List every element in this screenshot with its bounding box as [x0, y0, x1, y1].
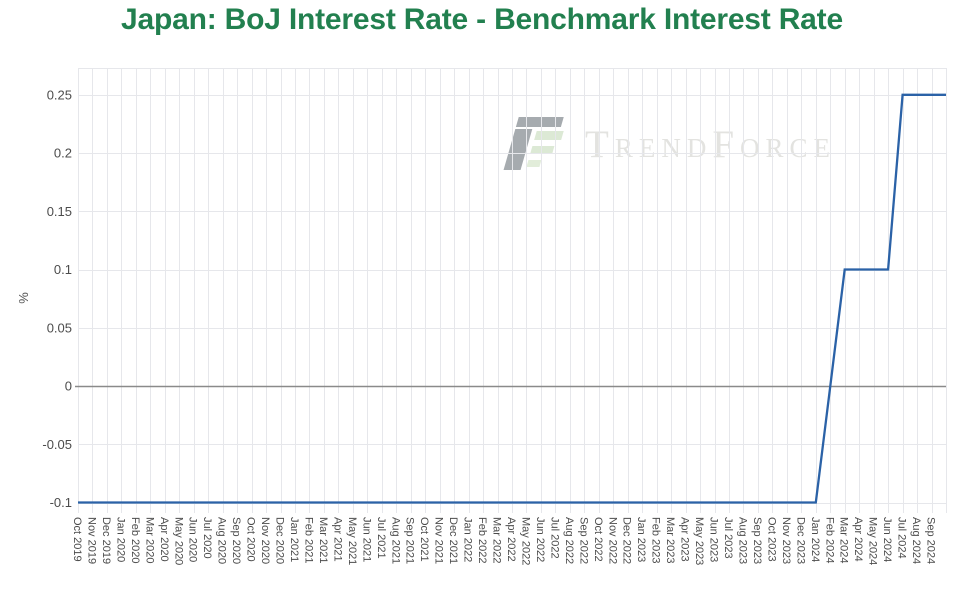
x-tick-label: Jul 2020: [201, 517, 213, 559]
x-tick-label: May 2022: [520, 517, 532, 565]
x-tick-label: Sep 2020: [230, 517, 242, 564]
x-tick-label: Dec 2020: [274, 517, 286, 564]
x-tick-label: Jan 2024: [809, 517, 821, 562]
x-tick-label: Dec 2019: [100, 517, 112, 564]
watermark-orce: ORCE: [740, 132, 837, 163]
x-tick-label: Nov 2023: [780, 517, 792, 564]
watermark-letter-f: F: [712, 122, 741, 166]
x-tick-label: Jul 2021: [375, 517, 387, 559]
x-tick-label: Jan 2023: [635, 517, 647, 562]
x-tick-label: Jan 2020: [114, 517, 126, 562]
x-tick-label: Feb 2024: [823, 517, 835, 563]
chart-title: Japan: BoJ Interest Rate - Benchmark Int…: [121, 3, 843, 36]
x-tick-label: Aug 2022: [563, 517, 575, 564]
x-tick-label: Nov 2021: [433, 517, 445, 564]
x-tick-label: Apr 2022: [505, 517, 517, 562]
x-tick-label: Jul 2024: [896, 517, 908, 559]
x-tick-label: Oct 2021: [418, 517, 430, 562]
y-tick-label: 0.1: [54, 262, 72, 277]
x-tick-label: Feb 2022: [476, 517, 488, 563]
x-tick-label: Dec 2023: [794, 517, 806, 564]
x-tick-label: Feb 2021: [303, 517, 315, 563]
x-tick-label: Sep 2021: [404, 517, 416, 564]
y-tick-label: -0.05: [42, 437, 72, 452]
y-tick-label: 0: [65, 379, 72, 394]
x-tick-label: Apr 2024: [852, 517, 864, 562]
y-tick-label: 0.15: [47, 204, 72, 219]
x-tick-label: Oct 2019: [71, 517, 83, 562]
x-tick-label: Jun 2022: [534, 517, 546, 562]
y-tick-label: 0.25: [47, 87, 72, 102]
x-tick-label: Jun 2021: [360, 517, 372, 562]
x-tick-label: Jun 2020: [187, 517, 199, 562]
x-tick-label: May 2020: [172, 517, 184, 565]
x-tick-label: Jul 2022: [548, 517, 560, 559]
x-tick-label: Mar 2021: [317, 517, 329, 563]
x-tick-label: Sep 2022: [577, 517, 589, 564]
x-tick-label: Apr 2020: [158, 517, 170, 562]
x-tick-label: Apr 2023: [679, 517, 691, 562]
y-tick-label: 0.2: [54, 146, 72, 161]
watermark-letter-t: T: [585, 122, 615, 166]
x-tick-label: Nov 2019: [86, 517, 98, 564]
watermark-text: TRENDFORCE: [585, 122, 836, 167]
x-tick-label: Mar 2024: [838, 517, 850, 563]
x-tick-label: Nov 2020: [259, 517, 271, 564]
vertical-gridlines: [78, 68, 947, 513]
y-axis-title: %: [16, 292, 31, 304]
interest-rate-series-line: [78, 93, 946, 504]
x-tick-label: Oct 2022: [592, 517, 604, 562]
x-tick-label: Oct 2023: [765, 517, 777, 562]
x-tick-label: Jul 2023: [722, 517, 734, 559]
x-tick-label: Sep 2024: [925, 517, 937, 564]
x-tick-label: Apr 2021: [331, 517, 343, 562]
x-tick-label: Oct 2020: [245, 517, 257, 562]
watermark-rend: REND: [614, 132, 713, 163]
x-tick-label: Feb 2023: [650, 517, 662, 563]
x-tick-label: Aug 2021: [389, 517, 401, 564]
x-tick-label: Jan 2022: [462, 517, 474, 562]
trendforce-watermark: TRENDFORCE: [503, 112, 836, 176]
x-tick-label: Jun 2024: [881, 517, 893, 562]
y-tick-label: -0.1: [50, 495, 72, 510]
x-tick-label: Nov 2022: [606, 517, 618, 564]
x-tick-labels: Oct 2019 Nov 2019 Dec 2019 Jan 2020 Feb 2020…: [71, 517, 937, 565]
x-tick-label: Mar 2022: [491, 517, 503, 563]
x-tick-label: Dec 2021: [447, 517, 459, 564]
x-tick-label: Mar 2020: [143, 517, 155, 563]
x-tick-label: May 2024: [867, 517, 879, 565]
y-tick-labels: 0.25 0.2 0.15 0.1 0.05 0 -0.05 -0.1: [42, 87, 72, 510]
x-tick-label: Jun 2023: [708, 517, 720, 562]
x-tick-label: Aug 2020: [216, 517, 228, 564]
x-tick-label: May 2023: [693, 517, 705, 565]
y-tick-label: 0.05: [47, 320, 72, 335]
x-tick-label: Aug 2024: [910, 517, 922, 564]
x-tick-label: Jan 2021: [288, 517, 300, 562]
x-tick-label: Mar 2023: [664, 517, 676, 563]
x-tick-label: Aug 2023: [737, 517, 749, 564]
x-tick-label: Sep 2023: [751, 517, 763, 564]
x-tick-label: Dec 2022: [621, 517, 633, 564]
x-tick-label: Feb 2020: [129, 517, 141, 563]
x-tick-label: May 2021: [346, 517, 358, 565]
